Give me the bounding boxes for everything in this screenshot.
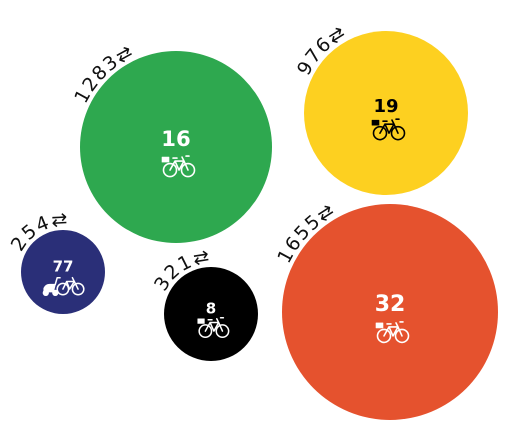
bubble-circle [164,267,258,361]
bike-count-label: 77 [53,257,74,275]
bike-count-label: 16 [161,126,190,151]
bicycle-icon [371,118,406,141]
bubble-circle [80,51,272,243]
bicycle-icon [161,155,196,178]
bike-count-label: 32 [375,292,406,317]
bicycle-icon [197,317,230,339]
scooter-bicycle-icon [42,276,85,297]
bike-count-label: 8 [206,299,216,317]
bubble-circle [21,230,105,314]
bike-count-label: 19 [373,96,398,117]
bubble-circle [304,31,468,195]
bicycle-icon [375,321,410,344]
bubble-circle [282,204,498,420]
